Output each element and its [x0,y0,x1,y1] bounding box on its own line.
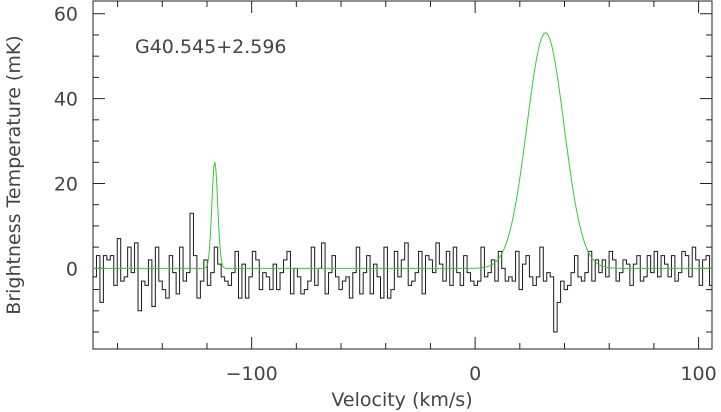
y-axis-label: Brightness Temperature (mK) [3,35,25,314]
plot-frame [92,0,713,350]
x-tick-label: −100 [226,363,278,385]
source-name-label: G40.545+2.596 [135,36,287,58]
y-tick-labels: 0 20 40 60 [54,4,78,281]
y-tick-label: 20 [54,173,78,195]
x-tick-label: 0 [469,363,481,385]
y-tick-label: 0 [66,258,78,280]
minor-ticks [93,1,712,349]
major-ticks [93,1,712,349]
spectrum-series [93,212,713,333]
x-axis-label: Velocity (km/s) [331,389,472,411]
y-tick-label: 40 [54,89,78,111]
x-tick-label: 100 [680,363,716,385]
y-tick-label: 60 [54,4,78,26]
gaussian-fit-series [93,32,712,269]
x-tick-labels: −100 0 100 [226,363,717,385]
